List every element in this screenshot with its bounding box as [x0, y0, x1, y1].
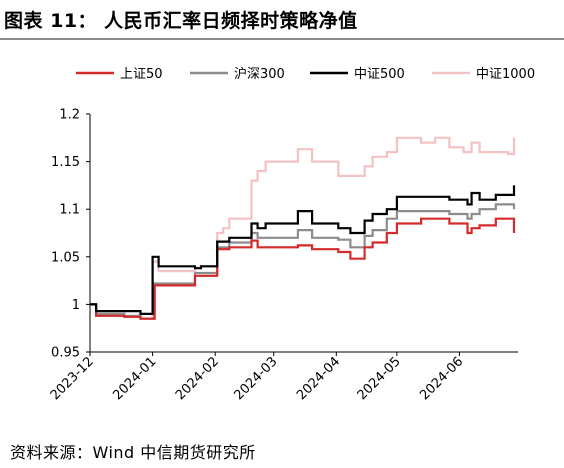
- series-line-1: [90, 203, 516, 320]
- x-tick-label: 2024-06: [417, 354, 466, 403]
- title-divider: [0, 38, 564, 40]
- y-tick-label: 1.15: [51, 155, 80, 170]
- series-lines: [90, 136, 516, 320]
- y-tick-label: 1: [72, 298, 80, 313]
- y-tick-label: 1.05: [51, 250, 80, 265]
- source-note: 资料来源：Wind 中信期货研究所: [10, 443, 256, 462]
- x-tick-label: 2024-05: [355, 354, 404, 403]
- y-tick-label: 0.95: [51, 346, 80, 361]
- x-tick-label: 2024-02: [173, 354, 222, 403]
- chart: 上证50 沪深300 中证500 中证1000 0.95 1 1.05 1.1 1.15 1.2…: [48, 66, 535, 403]
- legend-label-0: 上证50: [120, 67, 163, 82]
- axes: 0.95 1 1.05 1.1 1.15 1.2 2023-12 2024-01 2024-02…: [48, 108, 518, 403]
- x-tick-label: 2024-03: [232, 354, 281, 403]
- legend-label-2: 中证500: [354, 67, 405, 82]
- figure-title: 图表 11： 人民币汇率日频择时策略净值: [4, 10, 358, 32]
- legend-label-3: 中证1000: [476, 67, 535, 82]
- y-tick-label: 1.2: [59, 108, 80, 123]
- x-tick-label: 2023-12: [48, 354, 97, 403]
- series-line-0: [90, 217, 516, 320]
- y-tick-label: 1.1: [59, 203, 80, 218]
- legend-label-1: 沪深300: [234, 66, 285, 82]
- series-line-2: [90, 185, 516, 315]
- x-tick-label: 2024-01: [110, 354, 159, 403]
- x-tick-label: 2024-04: [294, 354, 343, 403]
- legend: 上证50 沪深300 中证500 中证1000: [76, 66, 535, 82]
